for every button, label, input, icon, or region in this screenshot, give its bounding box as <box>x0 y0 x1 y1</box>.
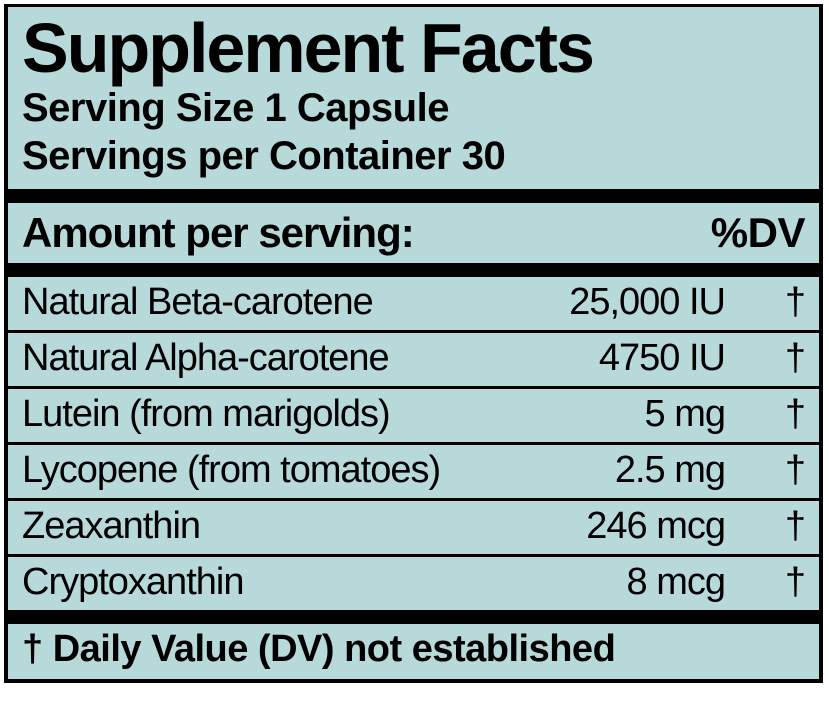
ingredient-dv: † <box>765 281 805 324</box>
ingredient-amount: 2.5 mg <box>502 449 765 492</box>
ingredient-name: Natural Beta-carotene <box>22 281 502 324</box>
ingredient-amount: 246 mcg <box>502 505 765 548</box>
ingredient-dv: † <box>765 337 805 380</box>
ingredient-row: Cryptoxanthin 8 mcg † <box>8 557 819 624</box>
ingredient-name: Cryptoxanthin <box>22 561 502 604</box>
ingredient-dv: † <box>765 505 805 548</box>
ingredient-dv: † <box>765 393 805 436</box>
servings-per-container: Servings per Container 30 <box>22 133 805 179</box>
dv-footnote: † Daily Value (DV) not established <box>8 624 819 679</box>
header-block: Supplement Facts Serving Size 1 Capsule … <box>8 7 819 203</box>
column-header-row: Amount per serving: %DV <box>8 203 819 277</box>
ingredient-amount: 4750 IU <box>502 337 765 380</box>
amount-per-serving-label: Amount per serving: <box>22 209 414 257</box>
panel-title: Supplement Facts <box>22 13 805 83</box>
ingredient-row: Lutein (from marigolds) 5 mg † <box>8 389 819 445</box>
serving-size: Serving Size 1 Capsule <box>22 85 805 131</box>
ingredient-dv: † <box>765 449 805 492</box>
percent-dv-label: %DV <box>711 209 805 257</box>
ingredient-amount: 25,000 IU <box>502 281 765 324</box>
ingredient-row: Lycopene (from tomatoes) 2.5 mg † <box>8 445 819 501</box>
ingredient-amount: 5 mg <box>502 393 765 436</box>
ingredient-name: Lycopene (from tomatoes) <box>22 449 502 492</box>
ingredient-row: Natural Beta-carotene 25,000 IU † <box>8 277 819 333</box>
ingredient-name: Natural Alpha-carotene <box>22 337 502 380</box>
ingredient-row: Zeaxanthin 246 mcg † <box>8 501 819 557</box>
ingredient-name: Lutein (from marigolds) <box>22 393 502 436</box>
ingredient-rows: Natural Beta-carotene 25,000 IU † Natura… <box>8 277 819 624</box>
ingredient-row: Natural Alpha-carotene 4750 IU † <box>8 333 819 389</box>
ingredient-name: Zeaxanthin <box>22 505 502 548</box>
supplement-facts-panel: Supplement Facts Serving Size 1 Capsule … <box>4 4 823 683</box>
ingredient-amount: 8 mcg <box>502 561 765 604</box>
ingredient-dv: † <box>765 561 805 604</box>
